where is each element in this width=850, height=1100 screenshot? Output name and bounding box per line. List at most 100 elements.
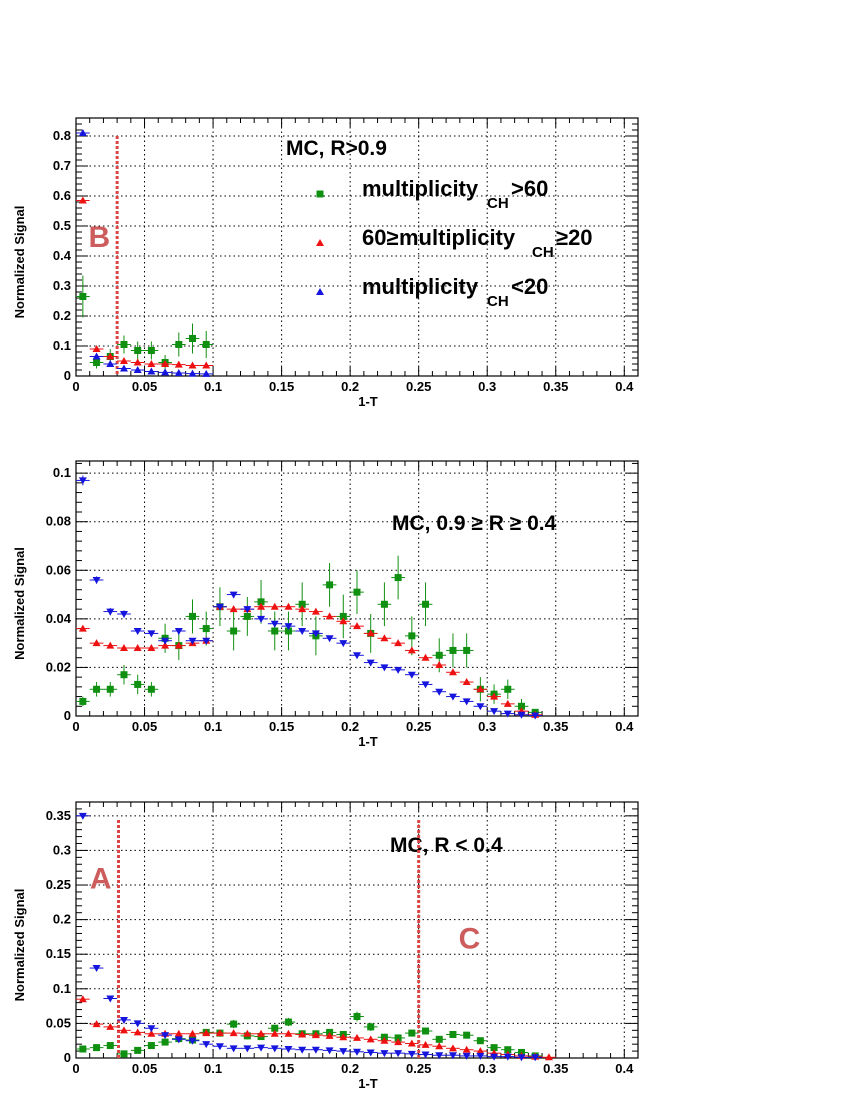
data-point <box>106 608 115 616</box>
data-point <box>435 1042 444 1050</box>
data-point <box>339 612 347 620</box>
x-tick-label: 0.05 <box>132 379 157 394</box>
data-point <box>119 644 128 651</box>
data-point <box>422 600 430 608</box>
data-point <box>448 668 457 676</box>
data-point <box>490 692 499 700</box>
series-green <box>76 555 543 716</box>
data-point <box>325 612 334 620</box>
series-blue <box>76 475 543 720</box>
data-point <box>78 196 87 204</box>
data-point <box>133 358 142 366</box>
y-tick-label: 0.5 <box>53 218 71 233</box>
y-tick-label: 0.25 <box>46 877 71 892</box>
data-point <box>325 1047 334 1055</box>
data-point <box>202 1029 211 1037</box>
series-blue <box>76 812 543 1062</box>
legend-marker <box>316 190 324 198</box>
y-tick-label: 0.4 <box>53 248 72 263</box>
data-point <box>106 995 115 1003</box>
data-point <box>380 634 389 642</box>
data-point <box>311 1046 320 1054</box>
data-point <box>449 1030 457 1038</box>
series-red <box>76 995 556 1061</box>
data-point <box>284 1029 293 1037</box>
series-red <box>76 602 543 718</box>
plot-frame <box>75 117 639 377</box>
data-point <box>188 1037 197 1045</box>
data-point <box>504 1046 512 1054</box>
data-point <box>202 341 210 348</box>
y-tick-label: 0.02 <box>46 659 71 674</box>
data-point <box>92 1020 101 1028</box>
data-point <box>462 698 471 706</box>
y-tick-label: 0.1 <box>53 981 71 996</box>
data-point <box>93 1044 101 1052</box>
data-point <box>435 661 444 668</box>
data-point <box>394 1050 403 1058</box>
legend-marker <box>316 288 324 295</box>
data-point <box>490 1044 498 1052</box>
x-tick-label: 0.25 <box>406 719 431 734</box>
data-point <box>134 347 142 354</box>
x-tick-label: 0.3 <box>478 719 496 734</box>
data-point <box>353 1012 361 1020</box>
data-point <box>106 1022 115 1030</box>
x-tick-label: 0.35 <box>543 379 568 394</box>
y-tick-label: 0 <box>64 1050 71 1065</box>
data-point <box>284 627 292 635</box>
data-point <box>394 639 403 647</box>
data-point <box>339 640 348 648</box>
data-point <box>175 341 183 348</box>
data-point <box>215 1029 224 1037</box>
y-tick-label: 0.3 <box>53 842 71 857</box>
x-tick-label: 0.35 <box>543 719 568 734</box>
data-point <box>435 1035 443 1043</box>
data-point <box>394 574 402 582</box>
x-axis-title: 1-T <box>358 394 378 409</box>
data-point <box>119 611 128 618</box>
data-point <box>435 688 444 696</box>
legend-prefix: 60≥ <box>362 225 399 250</box>
data-point <box>257 602 266 610</box>
data-point <box>215 1043 224 1051</box>
data-point <box>476 685 485 693</box>
x-tick-label: 0.1 <box>204 719 222 734</box>
x-tick-label: 0.05 <box>132 1061 157 1076</box>
data-point <box>270 620 279 628</box>
y-tick-label: 0.6 <box>53 188 71 203</box>
data-point <box>270 1045 279 1053</box>
y-axis-title: Normalized Signal <box>12 889 27 1002</box>
data-point <box>174 628 183 635</box>
data-point <box>133 1020 142 1028</box>
data-point <box>476 1037 484 1045</box>
data-point <box>92 352 101 360</box>
data-point <box>106 685 114 693</box>
data-point <box>257 1029 266 1037</box>
data-point <box>93 685 101 693</box>
y-tick-label: 0.04 <box>46 611 72 626</box>
y-tick-label: 0.2 <box>53 912 71 927</box>
x-tick-label: 0.25 <box>406 1061 431 1076</box>
data-point <box>93 359 101 366</box>
data-point <box>503 710 512 718</box>
data-point <box>517 711 526 719</box>
data-point <box>147 685 155 693</box>
data-point <box>504 685 512 693</box>
panel-1: 0 0.05 0.1 0.15 0.2 0.25 0.3 0.35 0.4 0 0.1 0.2 0.3 0… <box>12 117 639 409</box>
data-point <box>284 1046 293 1054</box>
data-point <box>476 703 485 711</box>
data-point <box>298 1046 307 1054</box>
data-point <box>408 632 416 640</box>
data-point <box>366 1049 375 1057</box>
y-tick-label: 0.3 <box>53 278 71 293</box>
panel-3: 0 0.05 0.1 0.15 0.2 0.25 0.3 0.35 0.4 0 0.05 0.1 0.1… <box>12 801 639 1091</box>
data-point <box>448 693 457 701</box>
y-tick-label: 0 <box>64 708 71 723</box>
data-point <box>311 607 320 615</box>
data-point <box>106 641 115 649</box>
x-axis-title: 1-T <box>358 1076 378 1091</box>
panel-title: MC, 0.9 ≥ R ≥ 0.4 <box>392 512 557 535</box>
data-point <box>448 1052 457 1060</box>
legend-subscript: CH <box>532 244 554 261</box>
